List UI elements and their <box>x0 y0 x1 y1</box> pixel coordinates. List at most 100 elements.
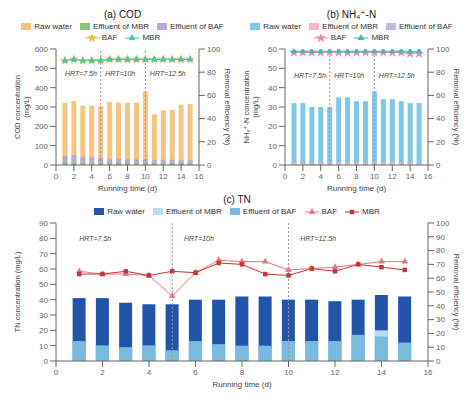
svg-text:8: 8 <box>125 172 130 181</box>
html-text:(a) COD: (a) COD <box>103 9 142 20</box>
svg-text:COD concentration: COD concentration <box>13 75 22 139</box>
svg-text:HRT=7.5h: HRT=7.5h <box>79 235 111 242</box>
html-text:Effluent of BAF: Effluent of BAF <box>170 21 224 31</box>
svg-text:4: 4 <box>319 172 324 181</box>
svg-text:500: 500 <box>35 64 49 73</box>
svg-text:Running time (d): Running time (d) <box>212 380 271 389</box>
svg-text:14: 14 <box>177 172 186 181</box>
svg-text:Running time (d): Running time (d) <box>327 184 386 193</box>
svg-text:80: 80 <box>39 234 48 243</box>
svg-text:600: 600 <box>35 45 49 54</box>
svg-text:6: 6 <box>107 172 112 181</box>
svg-text:20: 20 <box>207 138 216 147</box>
svg-text:(mg/L): (mg/L) <box>22 96 31 118</box>
svg-text:16: 16 <box>195 172 204 181</box>
svg-text:50: 50 <box>436 288 445 297</box>
svg-text:0: 0 <box>44 161 49 170</box>
svg-text:50: 50 <box>39 280 48 289</box>
html-text:(c) TN: (c) TN <box>223 194 251 205</box>
svg-text:20: 20 <box>39 326 48 335</box>
svg-text:10: 10 <box>39 342 48 351</box>
svg-text:100: 100 <box>436 45 450 54</box>
svg-text:100: 100 <box>35 142 49 151</box>
svg-text:6: 6 <box>336 172 341 181</box>
svg-text:0: 0 <box>283 172 288 181</box>
svg-text:HRT=7.5h: HRT=7.5h <box>65 70 97 77</box>
svg-text:(mg/L): (mg/L) <box>251 96 260 118</box>
svg-text:40: 40 <box>39 296 48 305</box>
svg-text:0: 0 <box>54 172 59 181</box>
svg-text:40: 40 <box>436 114 445 123</box>
svg-text:60: 60 <box>39 265 48 274</box>
svg-text:0: 0 <box>273 161 278 170</box>
svg-text:70: 70 <box>39 250 48 259</box>
svg-text:HRT=12.5h: HRT=12.5h <box>300 235 336 242</box>
svg-text:40: 40 <box>436 302 445 311</box>
svg-text:HRT=12.5h: HRT=12.5h <box>379 72 415 79</box>
svg-text:0: 0 <box>207 161 212 170</box>
svg-text:20: 20 <box>268 122 277 131</box>
html-text:Effluent of MBR: Effluent of MBR <box>93 21 149 31</box>
svg-text:10: 10 <box>370 172 379 181</box>
svg-text:Removal efficiency (%): Removal efficiency (%) <box>452 254 461 331</box>
svg-text:NH₄⁺-N concentration: NH₄⁺-N concentration <box>242 71 251 144</box>
svg-text:60: 60 <box>268 45 277 54</box>
svg-text:200: 200 <box>35 122 49 131</box>
svg-text:14: 14 <box>377 368 386 377</box>
svg-text:0: 0 <box>54 368 59 377</box>
svg-text:Removal efficiency (%): Removal efficiency (%) <box>452 69 461 146</box>
svg-text:16: 16 <box>424 172 433 181</box>
svg-text:100: 100 <box>207 45 221 54</box>
svg-text:HRT=7.5h: HRT=7.5h <box>294 72 326 79</box>
svg-text:30: 30 <box>436 315 445 324</box>
svg-text:Removal efficiency (%): Removal efficiency (%) <box>223 69 232 146</box>
svg-text:10: 10 <box>436 343 445 352</box>
svg-text:60: 60 <box>436 91 445 100</box>
svg-text:14: 14 <box>406 172 415 181</box>
svg-text:40: 40 <box>207 114 216 123</box>
svg-text:2: 2 <box>100 368 105 377</box>
svg-text:0: 0 <box>436 357 441 366</box>
svg-text:4: 4 <box>147 368 152 377</box>
html-text:(b) NH₄⁺-N: (b) NH₄⁺-N <box>326 9 377 20</box>
svg-text:HRT=10h: HRT=10h <box>334 72 364 79</box>
svg-text:12: 12 <box>388 172 397 181</box>
svg-text:6: 6 <box>193 368 198 377</box>
svg-text:TN concentration (mg/L): TN concentration (mg/L) <box>13 251 22 332</box>
svg-text:30: 30 <box>39 311 48 320</box>
svg-text:HRT=10h: HRT=10h <box>105 70 135 77</box>
svg-text:12: 12 <box>159 172 168 181</box>
svg-text:0: 0 <box>44 357 49 366</box>
svg-text:12: 12 <box>331 368 340 377</box>
svg-text:4: 4 <box>90 172 95 181</box>
svg-text:8: 8 <box>354 172 359 181</box>
svg-text:60: 60 <box>436 274 445 283</box>
svg-text:50: 50 <box>268 64 277 73</box>
svg-text:400: 400 <box>35 84 49 93</box>
svg-text:16: 16 <box>424 368 433 377</box>
svg-text:20: 20 <box>436 329 445 338</box>
svg-text:80: 80 <box>207 68 216 77</box>
svg-text:Running time (d): Running time (d) <box>98 184 157 193</box>
svg-text:90: 90 <box>436 233 445 242</box>
svg-text:10: 10 <box>268 142 277 151</box>
svg-text:60: 60 <box>207 91 216 100</box>
svg-text:30: 30 <box>268 103 277 112</box>
svg-text:HRT=12.5h: HRT=12.5h <box>150 70 186 77</box>
svg-text:80: 80 <box>436 246 445 255</box>
svg-text:HRT=10h: HRT=10h <box>184 235 214 242</box>
svg-text:10: 10 <box>284 368 293 377</box>
svg-text:40: 40 <box>268 84 277 93</box>
svg-text:80: 80 <box>436 68 445 77</box>
svg-text:300: 300 <box>35 103 49 112</box>
svg-text:20: 20 <box>436 138 445 147</box>
svg-text:8: 8 <box>240 368 245 377</box>
html-text:Raw water: Raw water <box>34 21 73 31</box>
svg-text:2: 2 <box>72 172 77 181</box>
svg-text:0: 0 <box>436 161 441 170</box>
svg-text:10: 10 <box>141 172 150 181</box>
svg-text:70: 70 <box>436 260 445 269</box>
svg-text:100: 100 <box>436 219 450 228</box>
svg-text:90: 90 <box>39 219 48 228</box>
svg-text:2: 2 <box>301 172 306 181</box>
